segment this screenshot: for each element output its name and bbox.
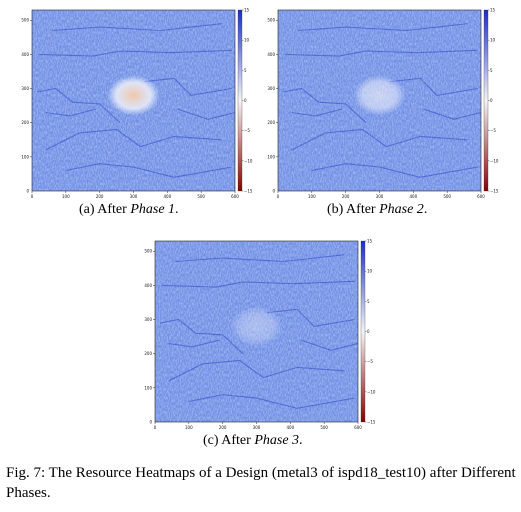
figure-caption: Fig. 7: The Resource Heatmaps of a Desig… xyxy=(6,465,516,501)
colorbar-tick-label: −10 xyxy=(490,158,499,163)
y-tick-label: 0 xyxy=(272,189,275,194)
x-tick-label: 400 xyxy=(164,194,172,199)
x-tick-label: 0 xyxy=(154,425,157,430)
y-tick-label: 500 xyxy=(21,18,29,23)
x-tick-label: 200 xyxy=(96,194,104,199)
colorbar xyxy=(360,240,366,423)
heatmap-c-chart: 0 100 200 300 400 500 600 100 200 300 400 500 0 15 10 5… xyxy=(144,239,376,431)
colorbar-tick-label: −15 xyxy=(244,189,253,194)
x-tick-label: 200 xyxy=(342,194,350,199)
colorbar-tick-label: 5 xyxy=(367,299,370,304)
hotspot-region xyxy=(230,306,283,347)
x-tick-label: 500 xyxy=(320,425,328,430)
y-tick-label: 100 xyxy=(21,154,29,159)
y-tick-label: 400 xyxy=(21,52,29,57)
y-tick-label: 200 xyxy=(144,351,152,356)
x-tick-label: 0 xyxy=(277,194,280,199)
colorbar-tick-label: −5 xyxy=(244,128,250,133)
y-tick-label: 400 xyxy=(144,283,152,288)
hotspot-region xyxy=(353,75,406,116)
x-tick-label: 400 xyxy=(410,194,418,199)
heatmap-a-chart: 0 100 200 300 400 500 600 100 200 300 400 500 0 15 10 5… xyxy=(21,8,253,200)
y-tick-label: 500 xyxy=(144,249,152,254)
y-tick-label: 300 xyxy=(267,86,275,91)
y-tick-label: 0 xyxy=(26,189,29,194)
colorbar-tick-label: 0 xyxy=(244,98,247,103)
y-tick-label: 200 xyxy=(267,120,275,125)
x-tick-label: 0 xyxy=(31,194,34,199)
colorbar xyxy=(483,9,489,192)
hotspot-region xyxy=(107,75,160,116)
heatmap-b-chart: 0 100 200 300 400 500 600 100 200 300 400 500 0 15 10 5… xyxy=(267,8,499,200)
x-tick-label: 600 xyxy=(231,194,239,199)
heatmap-streaks xyxy=(282,23,482,178)
x-tick-label: 500 xyxy=(197,194,205,199)
colorbar-tick-label: 15 xyxy=(490,8,496,13)
y-tick-label: 100 xyxy=(267,154,275,159)
colorbar-tick-label: 15 xyxy=(367,239,373,244)
subcaption-b-phase: Phase 2 xyxy=(379,202,424,217)
colorbar-tick-label: 0 xyxy=(367,329,370,334)
x-tick-label: 600 xyxy=(354,425,362,430)
heatmap-panel-a: 0 100 200 300 400 500 600 100 200 300 400 500 0 15 10 5… xyxy=(21,6,257,200)
colorbar xyxy=(237,9,243,192)
colorbar-tick-label: −10 xyxy=(367,389,376,394)
heatmap-panel-b: 0 100 200 300 400 500 600 100 200 300 400 500 0 15 10 5… xyxy=(267,6,503,200)
colorbar-tick-label: −15 xyxy=(367,420,376,425)
subcaption-b: (b) After Phase 2. xyxy=(327,202,428,217)
y-tick-label: 400 xyxy=(267,52,275,57)
colorbar-tick-label: −5 xyxy=(367,359,373,364)
x-tick-label: 200 xyxy=(219,425,227,430)
colorbar-tick-label: 15 xyxy=(244,8,250,13)
colorbar-tick-label: 10 xyxy=(490,38,496,43)
colorbar-tick-label: −15 xyxy=(490,189,499,194)
x-tick-label: 500 xyxy=(443,194,451,199)
y-tick-label: 300 xyxy=(21,86,29,91)
x-tick-label: 300 xyxy=(130,194,138,199)
colorbar-tick-label: 5 xyxy=(244,68,247,73)
subcaption-a: (a) After Phase 1. xyxy=(79,202,179,217)
subcaption-a-phase: Phase 1 xyxy=(130,202,176,217)
x-tick-label: 400 xyxy=(287,425,295,430)
x-tick-label: 300 xyxy=(376,194,384,199)
colorbar-tick-label: −5 xyxy=(490,128,496,133)
x-tick-label: 300 xyxy=(253,425,261,430)
y-tick-label: 100 xyxy=(144,385,152,390)
heatmap-streaks xyxy=(159,254,359,409)
subcaption-c-phase: Phase 3 xyxy=(254,433,300,448)
colorbar-tick-label: 0 xyxy=(490,98,493,103)
x-tick-label: 100 xyxy=(185,425,193,430)
y-tick-label: 0 xyxy=(149,420,152,425)
colorbar-tick-label: 10 xyxy=(367,269,373,274)
heatmap-streaks xyxy=(36,23,236,178)
x-tick-label: 600 xyxy=(477,194,485,199)
colorbar-tick-label: −10 xyxy=(244,158,253,163)
colorbar-tick-label: 10 xyxy=(244,38,250,43)
x-tick-label: 100 xyxy=(308,194,316,199)
y-tick-label: 200 xyxy=(21,120,29,125)
colorbar-tick-label: 5 xyxy=(490,68,493,73)
y-tick-label: 300 xyxy=(144,317,152,322)
subcaption-c: (c) After Phase 3. xyxy=(203,433,303,448)
y-tick-label: 500 xyxy=(267,18,275,23)
x-tick-label: 100 xyxy=(62,194,70,199)
heatmap-panel-c: 0 100 200 300 400 500 600 100 200 300 400 500 0 15 10 5… xyxy=(144,237,380,431)
